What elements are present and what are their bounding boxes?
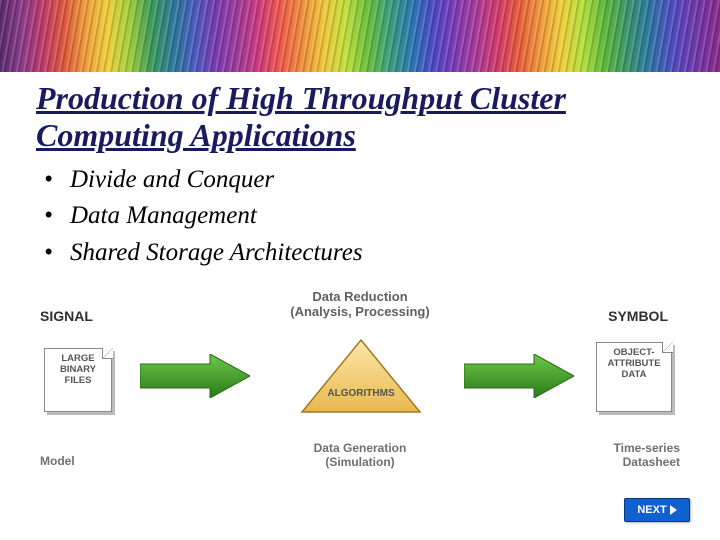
signal-header: SIGNAL [40, 308, 130, 324]
algorithms-triangle: ALGORITHMS [298, 338, 424, 416]
symbol-box-text: OBJECT- ATTRIBUTE DATA [607, 347, 660, 380]
arrow-icon [140, 354, 250, 398]
title-line-2: Computing Applications [36, 117, 356, 153]
reduction-header: Data Reduction (Analysis, Processing) [270, 290, 450, 320]
slide-title: Production of High Throughput Cluster Co… [36, 80, 686, 154]
decorative-banner [0, 0, 720, 72]
signal-file-box: LARGE BINARY FILES [44, 348, 112, 412]
arrow-icon [464, 354, 574, 398]
signal-box-text: LARGE BINARY FILES [60, 353, 96, 386]
title-line-1: Production of High Throughput Cluster [36, 80, 566, 116]
bullet-text: Divide and Conquer [70, 162, 274, 198]
symbol-file-box: OBJECT- ATTRIBUTE DATA [596, 342, 672, 412]
bullet-text: Data Management [70, 198, 257, 234]
flow-diagram: SIGNAL Data Reduction (Analysis, Process… [40, 302, 680, 482]
bullet-text: Shared Storage Architectures [70, 235, 363, 271]
list-item: •Data Management [44, 198, 363, 234]
next-button[interactable]: NEXT [624, 498, 690, 522]
generation-footer: Data Generation (Simulation) [270, 442, 450, 470]
symbol-footer: Time-series Datasheet [560, 442, 680, 470]
triangle-label: ALGORITHMS [298, 388, 424, 399]
signal-footer: Model [40, 454, 130, 468]
chevron-right-icon [670, 505, 677, 515]
list-item: •Shared Storage Architectures [44, 235, 363, 271]
list-item: •Divide and Conquer [44, 162, 363, 198]
symbol-header: SYMBOL [578, 308, 668, 324]
next-label: NEXT [637, 504, 666, 516]
bullet-list: •Divide and Conquer •Data Management •Sh… [44, 162, 363, 271]
